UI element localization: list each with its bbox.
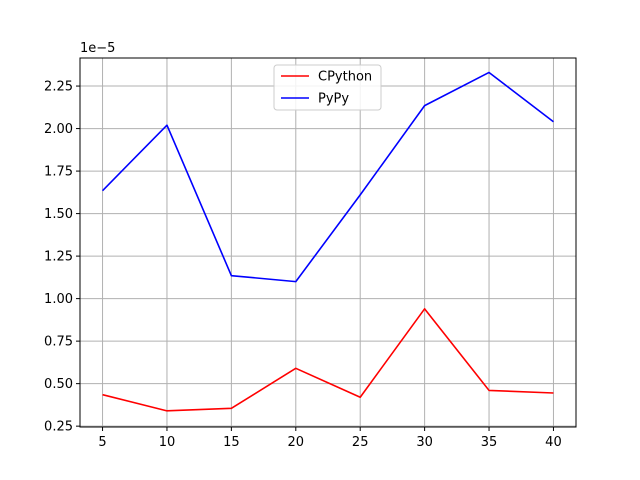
y-tick-label: 1.25 xyxy=(44,250,73,265)
y-tick-label: 0.50 xyxy=(44,377,73,392)
x-tick-label: 5 xyxy=(98,435,106,450)
y-tick-label: 0.25 xyxy=(44,420,73,435)
x-tick-label: 20 xyxy=(288,435,305,450)
legend-label: PyPy xyxy=(318,92,349,107)
x-tick-label: 30 xyxy=(416,435,433,450)
y-tick-label: 1.50 xyxy=(44,207,73,222)
series-line-pypy xyxy=(101,71,554,283)
x-tick-label: 40 xyxy=(545,435,562,450)
x-tick-label: 25 xyxy=(352,435,369,450)
y-tick-label: 2.25 xyxy=(44,80,73,95)
plot-frame xyxy=(79,57,577,428)
y-tick-label: 1.00 xyxy=(44,292,73,307)
y-tick-label: 1.75 xyxy=(44,165,73,180)
legend-label: CPython xyxy=(318,70,372,85)
x-tick-label: 35 xyxy=(481,435,498,450)
x-tick-label: 10 xyxy=(159,435,176,450)
plot-area xyxy=(80,58,576,427)
series-line-cpython xyxy=(102,308,554,412)
y-axis: 0.25 0.50 0.75 1.00 1.25 1.50 1.75 2.00 2.25 xyxy=(44,80,80,435)
legend: CPython PyPy xyxy=(273,64,382,111)
y-tick-label: 2.00 xyxy=(44,122,73,137)
x-axis: 5 10 15 20 25 30 35 40 xyxy=(98,427,562,450)
x-tick-label: 15 xyxy=(223,435,240,450)
series-lines xyxy=(101,71,554,412)
y-offset-label: 1e−5 xyxy=(80,41,115,56)
y-tick-label: 0.75 xyxy=(44,335,73,350)
